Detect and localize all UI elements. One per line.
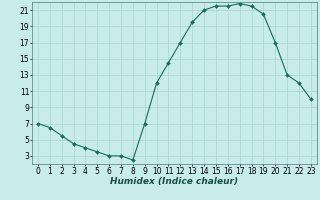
X-axis label: Humidex (Indice chaleur): Humidex (Indice chaleur) (110, 177, 238, 186)
